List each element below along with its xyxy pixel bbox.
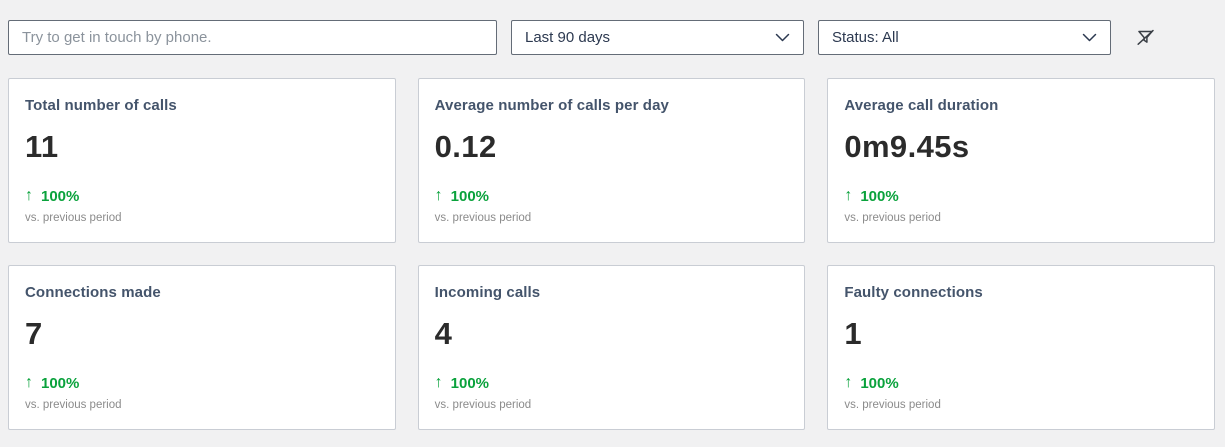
- stat-card-avg-call-duration: Average call duration 0m9.45s ↑ 100% vs.…: [827, 78, 1215, 243]
- card-value: 4: [434, 316, 453, 351]
- date-range-dropdown[interactable]: Last 90 days: [511, 20, 804, 55]
- chevron-down-icon: [1082, 33, 1097, 42]
- stat-card-avg-calls-per-day: Average number of calls per day 0.12 ↑ 1…: [417, 78, 806, 243]
- stat-card-faulty-connections: Faulty connections 1 ↑ 100% vs. previous…: [827, 265, 1215, 430]
- delta-percent: 100%: [41, 187, 80, 205]
- date-range-value: Last 90 days: [525, 29, 611, 46]
- card-title: Average number of calls per day: [434, 97, 669, 114]
- stat-card-connections-made: Connections made 7 ↑ 100% vs. previous p…: [8, 265, 396, 430]
- card-delta: ↑ 100%: [435, 187, 789, 205]
- card-value: 7: [25, 316, 43, 351]
- delta-percent: 100%: [450, 187, 490, 205]
- stat-card-total-calls: Total number of calls 11 ↑ 100% vs. prev…: [8, 78, 396, 243]
- status-value: Status: All: [832, 29, 899, 46]
- card-delta: ↑ 100%: [844, 374, 1198, 392]
- filter-off-icon: [1135, 27, 1156, 48]
- delta-percent: 100%: [450, 374, 490, 392]
- up-arrow-icon: ↑: [844, 374, 853, 391]
- up-arrow-icon: ↑: [25, 187, 33, 204]
- card-caption: vs. previous period: [434, 399, 532, 411]
- card-caption: vs. previous period: [434, 212, 532, 224]
- card-caption: vs. previous period: [25, 399, 122, 411]
- up-arrow-icon: ↑: [25, 374, 33, 391]
- card-title: Total number of calls: [25, 97, 177, 114]
- card-value: 11: [25, 129, 59, 164]
- up-arrow-icon: ↑: [434, 374, 443, 391]
- stat-card-incoming-calls: Incoming calls 4 ↑ 100% vs. previous per…: [417, 265, 806, 430]
- card-delta: ↑ 100%: [25, 374, 379, 392]
- delta-percent: 100%: [860, 374, 899, 392]
- card-value: 0.12: [434, 129, 497, 164]
- stats-card-grid: Total number of calls 11 ↑ 100% vs. prev…: [0, 55, 1225, 430]
- card-title: Incoming calls: [434, 284, 541, 301]
- card-caption: vs. previous period: [25, 212, 122, 224]
- card-delta: ↑ 100%: [25, 187, 379, 205]
- card-value: 1: [844, 316, 862, 351]
- card-title: Faulty connections: [844, 284, 983, 301]
- card-delta: ↑ 100%: [844, 187, 1198, 205]
- card-title: Average call duration: [844, 97, 999, 114]
- delta-percent: 100%: [41, 374, 80, 392]
- card-caption: vs. previous period: [844, 399, 941, 411]
- status-dropdown[interactable]: Status: All: [818, 20, 1111, 55]
- chevron-down-icon: [775, 33, 790, 42]
- search-input[interactable]: [8, 20, 497, 55]
- filters-toolbar: Last 90 days Status: All: [0, 0, 1225, 55]
- card-delta: ↑ 100%: [435, 374, 789, 392]
- card-value: 0m9.45s: [844, 129, 970, 164]
- up-arrow-icon: ↑: [844, 187, 853, 204]
- card-caption: vs. previous period: [844, 212, 941, 224]
- clear-filters-button[interactable]: [1130, 23, 1160, 53]
- card-title: Connections made: [25, 284, 161, 301]
- delta-percent: 100%: [860, 187, 899, 205]
- up-arrow-icon: ↑: [434, 187, 443, 204]
